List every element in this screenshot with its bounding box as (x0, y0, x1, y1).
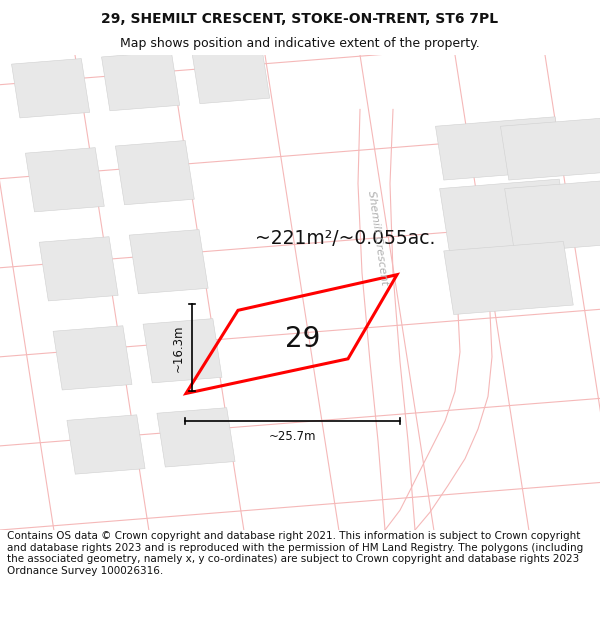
Polygon shape (444, 241, 573, 314)
Polygon shape (505, 181, 600, 252)
Text: ~16.3m: ~16.3m (172, 324, 185, 372)
Polygon shape (115, 141, 194, 205)
Polygon shape (25, 148, 104, 212)
Polygon shape (129, 229, 208, 294)
Text: Shemilt Crescent: Shemilt Crescent (367, 190, 389, 286)
Polygon shape (440, 179, 569, 252)
Polygon shape (101, 51, 179, 111)
Text: 29, SHEMILT CRESCENT, STOKE-ON-TRENT, ST6 7PL: 29, SHEMILT CRESCENT, STOKE-ON-TRENT, ST… (101, 12, 499, 26)
Polygon shape (11, 59, 89, 118)
Polygon shape (53, 326, 132, 390)
Polygon shape (157, 408, 235, 467)
Text: Contains OS data © Crown copyright and database right 2021. This information is : Contains OS data © Crown copyright and d… (7, 531, 583, 576)
Polygon shape (191, 44, 269, 104)
Polygon shape (67, 415, 145, 474)
Polygon shape (500, 118, 600, 180)
Text: ~25.7m: ~25.7m (269, 431, 316, 444)
Polygon shape (436, 117, 563, 180)
Text: Map shows position and indicative extent of the property.: Map shows position and indicative extent… (120, 38, 480, 51)
Text: 29: 29 (284, 325, 320, 353)
Text: ~221m²/~0.055ac.: ~221m²/~0.055ac. (255, 229, 436, 248)
Polygon shape (143, 319, 222, 383)
Polygon shape (39, 237, 118, 301)
